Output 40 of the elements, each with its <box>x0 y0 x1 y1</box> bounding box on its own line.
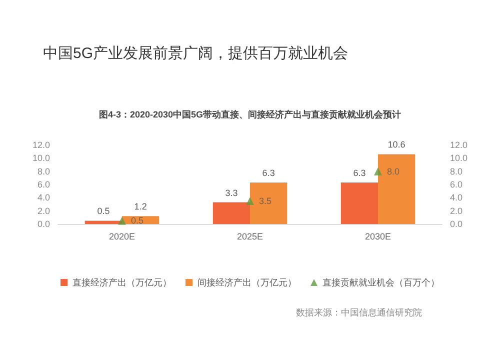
chart-subtitle: 图4-3：2020-2030中国5G带动直接、间接经济产出与直接贡献就业机会预计 <box>98 110 402 120</box>
y-tick-label: 10.0 <box>32 153 50 164</box>
y2-tick-label: 10.0 <box>450 153 468 164</box>
bar <box>340 182 378 224</box>
x-tick-label: 2030E <box>364 232 392 242</box>
y2-tick-label: 8.0 <box>450 166 463 176</box>
y-tick-label: 4.0 <box>37 192 50 203</box>
y2-tick-label: 4.0 <box>450 192 463 203</box>
y-tick-label: 2.0 <box>37 206 50 216</box>
data-label: 0.5 <box>131 216 144 226</box>
y-tick-label: 0.0 <box>37 219 50 229</box>
data-label: 6.3 <box>262 168 275 178</box>
data-label: 6.3 <box>353 168 366 178</box>
data-label: 8.0 <box>387 166 400 176</box>
point <box>246 196 254 205</box>
source-note: 数据来源：中国信息通信研究院 <box>296 308 422 318</box>
legend-label: 间接经济产出（万亿元） <box>198 278 296 288</box>
point <box>118 216 126 225</box>
bar <box>250 182 288 224</box>
data-label: 0.5 <box>97 206 110 216</box>
data-label: 3.3 <box>225 188 238 198</box>
data-label: 3.5 <box>259 196 272 206</box>
bar <box>212 202 250 224</box>
y-tick-label: 8.0 <box>37 166 50 176</box>
data-label: 1.2 <box>134 202 147 212</box>
y2-tick-label: 0.0 <box>450 219 463 229</box>
y2-tick-label: 2.0 <box>450 206 463 216</box>
chart-title: 中国5G产业发展前景广阔，提供百万就业机会 <box>43 45 348 62</box>
y-tick-label: 12.0 <box>32 140 50 150</box>
y-tick-label: 6.0 <box>37 180 50 190</box>
bar <box>378 154 416 224</box>
x-tick-label: 2020E <box>108 232 136 242</box>
bar <box>84 220 122 224</box>
point <box>374 167 382 176</box>
data-label: 10.6 <box>388 140 406 150</box>
legend-label: 直接贡献就业机会（百万个） <box>322 278 440 288</box>
x-tick-label: 2025E <box>236 232 264 242</box>
y2-tick-label: 12.0 <box>450 140 468 150</box>
legend-label: 直接经济产出（万亿元） <box>72 278 172 288</box>
y2-tick-label: 6.0 <box>450 180 463 190</box>
